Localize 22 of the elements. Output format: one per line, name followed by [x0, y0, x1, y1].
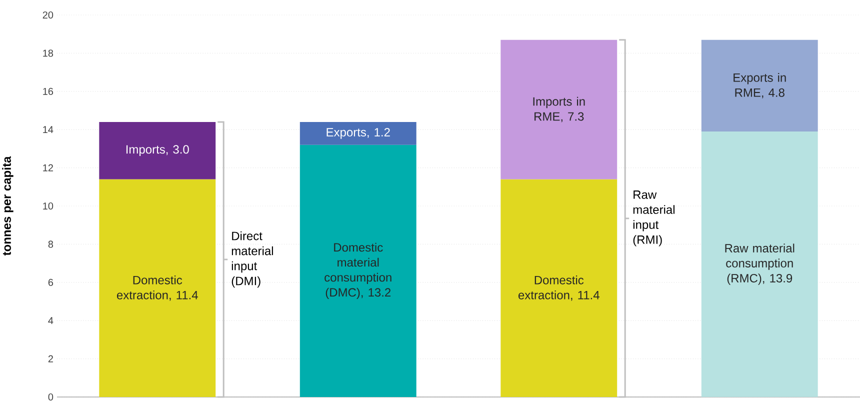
data-label: Raw material consumption (RMC), 13.9: [725, 244, 794, 285]
y-tick-label: 0: [48, 393, 54, 401]
y-tick-label: 4: [48, 317, 54, 324]
y-tick-label: 6: [48, 278, 54, 286]
y-tick-label: 12: [43, 164, 53, 172]
data-label: Domestic extraction, 11.4: [518, 276, 600, 301]
data-label: Domestic material consumption (DMC), 13.2: [324, 242, 392, 300]
y-axis-title: tonnes per capita: [2, 156, 14, 256]
data-label: Imports, 3.0: [126, 145, 189, 156]
y-tick-label: 10: [43, 202, 54, 210]
y-tick-label: 16: [43, 88, 54, 95]
data-label: Exports in RME, 4.8: [734, 73, 786, 98]
y-tick-label: 18: [43, 50, 54, 57]
data-label: Exports, 1.2: [326, 128, 390, 139]
y-tick-label: 20: [42, 11, 54, 19]
data-label: Domestic extraction, 11.4: [116, 276, 198, 301]
y-tick-label: 14: [43, 126, 54, 134]
annotation: Direct material input (DMI): [232, 231, 273, 288]
y-tick-label: 2: [48, 355, 53, 362]
y-tick-label: 8: [48, 240, 54, 248]
data-label: Imports in RME, 7.3: [533, 96, 585, 122]
annotation: Raw material input (RMI): [633, 190, 674, 246]
